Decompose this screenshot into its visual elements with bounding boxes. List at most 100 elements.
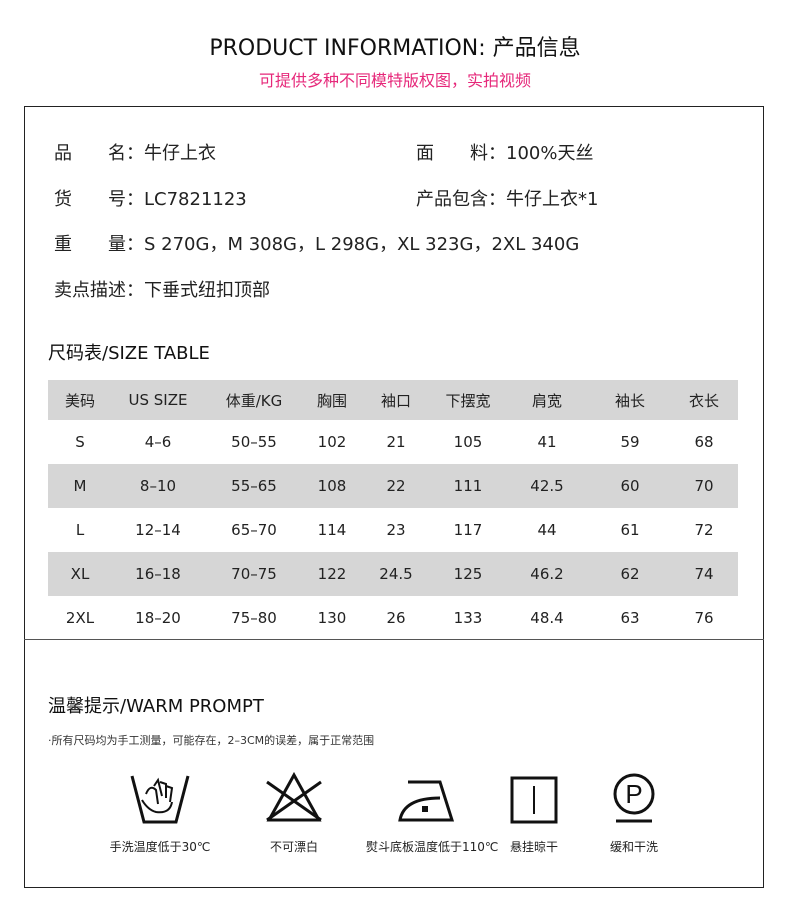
measurement-note: ·所有尺码均为手工测量，可能存在，2–3CM的误差，属于正常范围	[48, 734, 375, 747]
table-cell: 4–6	[144, 433, 172, 451]
care-hand-wash: 手洗温度低于30℃	[100, 772, 220, 855]
table-cell: 63	[620, 609, 640, 627]
size-table-title: 尺码表/SIZE TABLE	[48, 343, 210, 364]
table-cell: M	[48, 464, 112, 508]
table-row: S 4–6 50–55 102 21 105 41 59 68	[48, 420, 738, 464]
table-cell: 24.5	[360, 552, 432, 596]
table-cell: 22	[360, 464, 432, 508]
sku-row: 货 号：LC7821123	[54, 185, 247, 211]
care-label: 熨斗底板温度低于110℃	[366, 840, 499, 854]
table-cell: 美码	[48, 380, 112, 420]
table-row: L 12–14 65–70 114 23 117 44 61 72	[48, 508, 738, 552]
table-cell: S	[75, 433, 85, 451]
table-cell: 60	[590, 464, 670, 508]
table-cell: 26	[386, 609, 406, 627]
includes-value: 牛仔上衣*1	[506, 189, 599, 210]
table-cell: 108	[304, 464, 360, 508]
table-cell: 袖长	[590, 380, 670, 420]
care-label: 悬挂晾干	[509, 840, 558, 854]
table-cell: 61	[620, 521, 640, 539]
table-cell: 42.5	[504, 464, 590, 508]
care-hang-dry: 悬挂晾干	[474, 772, 594, 855]
table-cell: 48.4	[530, 609, 564, 627]
svg-text:P: P	[625, 779, 642, 809]
table-cell: 46.2	[504, 552, 590, 596]
table-cell: 2XL	[65, 609, 95, 627]
care-label: 不可漂白	[269, 840, 318, 854]
table-cell: 55–65	[204, 464, 304, 508]
table-cell: 23	[386, 521, 406, 539]
sku-label: 货 号：	[54, 189, 144, 210]
table-cell: 41	[537, 433, 557, 451]
table-header-row: 美码 US SIZE 体重/KG 胸围 袖口 下摆宽 肩宽 袖长 衣长	[48, 380, 738, 420]
table-cell: 122	[304, 552, 360, 596]
table-cell: 133	[453, 609, 483, 627]
includes-label: 产品包含：	[416, 189, 506, 210]
table-cell: 肩宽	[504, 380, 590, 420]
hang-dry-icon	[510, 776, 558, 824]
table-cell: 105	[453, 433, 483, 451]
table-cell: 65–70	[231, 521, 277, 539]
fabric-row: 面 料：100%天丝	[416, 139, 593, 165]
size-table: 美码 US SIZE 体重/KG 胸围 袖口 下摆宽 肩宽 袖长 衣长 S 4–6 50–55 102 2…	[48, 380, 738, 640]
table-cell: 体重/KG	[204, 380, 304, 420]
table-cell: 76	[694, 609, 714, 627]
name-row: 品 名：牛仔上衣	[54, 139, 216, 165]
table-cell: 102	[317, 433, 347, 451]
section-divider	[24, 639, 764, 640]
table-row: M 8–10 55–65 108 22 111 42.5 60 70	[48, 464, 738, 508]
care-no-bleach: 不可漂白	[234, 772, 354, 855]
no-bleach-icon	[266, 772, 322, 822]
info-box	[24, 106, 764, 888]
table-cell: 衣长	[670, 380, 738, 420]
table-cell: XL	[48, 552, 112, 596]
weight-label: 重 量：	[54, 234, 144, 255]
table-cell: 胸围	[304, 380, 360, 420]
table-cell: 59	[620, 433, 640, 451]
sku-value: LC7821123	[144, 189, 247, 210]
table-cell: 74	[670, 552, 738, 596]
table-cell: 111	[432, 464, 504, 508]
fabric-label: 面 料：	[416, 143, 506, 164]
fabric-value: 100%天丝	[506, 143, 594, 164]
hand-wash-icon	[130, 775, 190, 824]
feature-row: 卖点描述：下垂式纽扣顶部	[54, 276, 270, 302]
care-iron: 熨斗底板温度低于110℃	[366, 772, 499, 855]
table-row: XL 16–18 70–75 122 24.5 125 46.2 62 74	[48, 552, 738, 596]
feature-value: 下垂式纽扣顶部	[144, 280, 270, 301]
table-cell: 70–75	[204, 552, 304, 596]
table-cell: 50–55	[231, 433, 277, 451]
table-cell: 130	[317, 609, 347, 627]
care-label: 手洗温度低于30℃	[109, 840, 211, 854]
table-cell: 68	[694, 433, 714, 451]
iron-low-icon	[398, 780, 455, 822]
table-cell: 117	[453, 521, 483, 539]
warm-prompt-title: 温馨提示/WARM PROMPT	[48, 696, 264, 717]
table-cell: 16–18	[112, 552, 204, 596]
table-cell: 70	[670, 464, 738, 508]
table-cell: 125	[432, 552, 504, 596]
table-cell: 12–14	[135, 521, 181, 539]
name-label: 品 名：	[54, 143, 144, 164]
table-row: 2XL 18–20 75–80 130 26 133 48.4 63 76	[48, 596, 738, 640]
page-title: PRODUCT INFORMATION: 产品信息	[209, 36, 581, 61]
table-cell: US SIZE	[112, 380, 204, 420]
table-cell: 袖口	[360, 380, 432, 420]
table-cell: 8–10	[112, 464, 204, 508]
includes-row: 产品包含：牛仔上衣*1	[416, 185, 598, 211]
feature-label: 卖点描述：	[54, 280, 144, 301]
gentle-dry-clean-icon: P	[613, 773, 655, 823]
weight-value: S 270G，M 308G，L 298G，XL 323G，2XL 340G	[144, 234, 580, 255]
weight-row: 重 量：S 270G，M 308G，L 298G，XL 323G，2XL 340…	[54, 230, 579, 256]
table-cell: 114	[317, 521, 347, 539]
page-subtitle: 可提供多种不同模特版权图，实拍视频	[258, 71, 531, 90]
table-cell: 62	[590, 552, 670, 596]
table-cell: 75–80	[231, 609, 277, 627]
table-cell: 72	[694, 521, 714, 539]
table-cell: 21	[386, 433, 406, 451]
care-label: 缓和干洗	[609, 840, 658, 854]
table-cell: 44	[537, 521, 557, 539]
table-cell: 下摆宽	[432, 380, 504, 420]
table-cell: 18–20	[135, 609, 181, 627]
table-cell: L	[75, 521, 85, 539]
